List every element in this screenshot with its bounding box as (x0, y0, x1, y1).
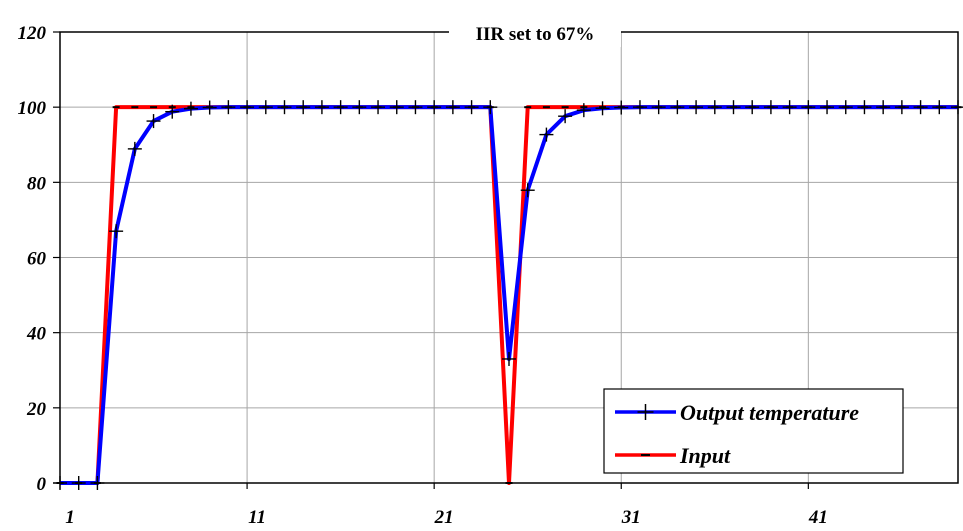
x-tick-label: 21 (434, 507, 454, 528)
output-point (502, 351, 516, 366)
output-point (183, 101, 198, 116)
output-point (109, 224, 124, 239)
x-tick-label: 31 (621, 507, 641, 528)
series-markers (53, 100, 963, 490)
x-tick-label: 11 (248, 507, 266, 528)
x-tick-label: 41 (808, 507, 828, 528)
y-tick-label: 40 (26, 324, 47, 345)
chart-title-background (449, 19, 621, 47)
legend-box (603, 388, 904, 474)
output-point (127, 141, 142, 156)
y-tick-label: 0 (37, 474, 47, 495)
chart-title-group: IIR set to 67% (449, 19, 621, 47)
y-tick-label: 60 (27, 249, 47, 270)
y-tick-label: 80 (27, 173, 47, 194)
x-tick-label: 1 (65, 507, 75, 528)
output-point (576, 103, 591, 118)
y-tick-label: 120 (18, 23, 47, 44)
output-point (539, 127, 554, 142)
legend-output-label: Output temperature (680, 400, 859, 425)
output-point (558, 109, 573, 124)
y-tick-label: 20 (26, 399, 47, 420)
x-tick-labels: 1 11 21 31 41 (65, 507, 828, 528)
output-point (146, 114, 161, 129)
legend: Output temperature Input (603, 388, 904, 474)
y-tick-labels: 0 20 40 60 80 100 120 (18, 23, 47, 495)
chart-title: IIR set to 67% (476, 24, 595, 45)
output-point (520, 183, 535, 198)
legend-input-label: Input (679, 443, 731, 468)
y-tick-label: 100 (18, 98, 47, 119)
output-point (595, 101, 610, 116)
